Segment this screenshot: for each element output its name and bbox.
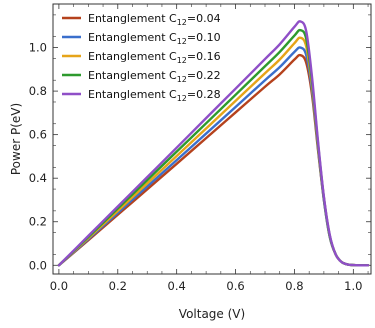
legend-label-1: Entanglement C12=0.04 [88, 12, 221, 27]
axis-ticks [53, 4, 371, 274]
legend-label-4: Entanglement C12=0.22 [88, 69, 221, 84]
x-tick-label: 1.0 [344, 279, 362, 293]
y-tick-label: 0.0 [29, 258, 47, 272]
legend: Entanglement C12=0.04 Entanglement C12=0.… [62, 12, 221, 103]
legend-label-2: Entanglement C12=0.10 [88, 31, 221, 46]
axis-tick-labels: 0.0 0.2 0.4 0.6 0.8 1.0 0.0 0.2 0.4 0.6 0.8 1.0 [29, 41, 363, 293]
y-tick-label: 0.8 [29, 84, 47, 98]
x-axis-label: Voltage (V) [179, 307, 245, 321]
series-line-5 [57, 20, 370, 267]
series-lines [57, 20, 370, 267]
series-line-4 [57, 28, 370, 267]
legend-label-5: Entanglement C12=0.28 [88, 88, 221, 103]
plot-frame [52, 3, 372, 275]
y-tick-label: 1.0 [29, 41, 47, 55]
x-tick-label: 0.2 [109, 279, 127, 293]
x-tick-label: 0.4 [168, 279, 186, 293]
y-tick-label: 0.4 [29, 171, 47, 185]
y-tick-label: 0.2 [29, 215, 47, 229]
y-axis-label: Power P(eV) [9, 103, 23, 175]
legend-label-3: Entanglement C12=0.16 [88, 50, 221, 65]
y-tick-label: 0.6 [29, 128, 47, 142]
series-line-1 [57, 53, 370, 267]
x-tick-label: 0.8 [285, 279, 303, 293]
x-tick-label: 0.0 [50, 279, 68, 293]
x-tick-label: 0.6 [226, 279, 244, 293]
